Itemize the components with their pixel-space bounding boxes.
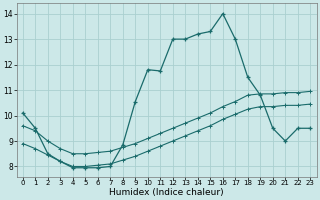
X-axis label: Humidex (Indice chaleur): Humidex (Indice chaleur) [109, 188, 224, 197]
